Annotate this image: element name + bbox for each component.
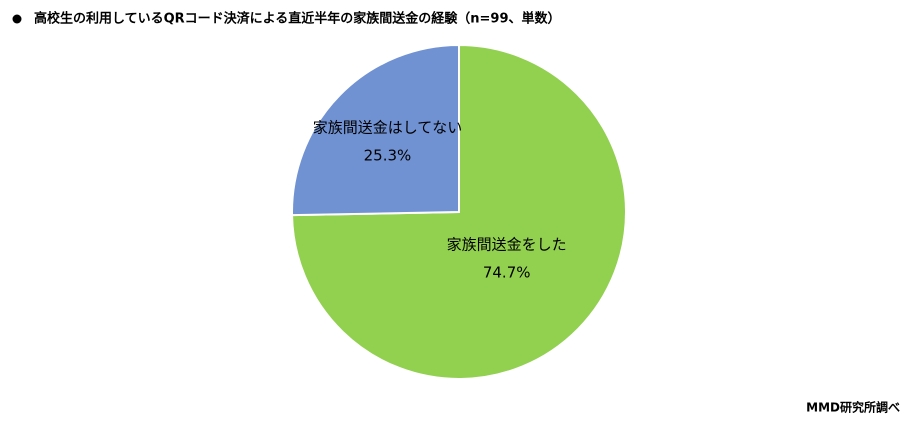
slice-label: 家族間送金はしてない <box>313 118 463 136</box>
source-note: MMD研究所調べ <box>806 400 900 415</box>
pie-slice <box>291 43 627 380</box>
pie-slice <box>291 43 460 217</box>
slice-label: 家族間送金をした <box>447 235 567 253</box>
title-bullet <box>12 14 22 24</box>
chart-title: 高校生の利用しているQRコード決済による直近半年の家族間送金の経験（n=99、単… <box>34 11 561 27</box>
slice-value-label: 74.7% <box>483 263 531 281</box>
slice-value-label: 25.3% <box>364 146 412 164</box>
